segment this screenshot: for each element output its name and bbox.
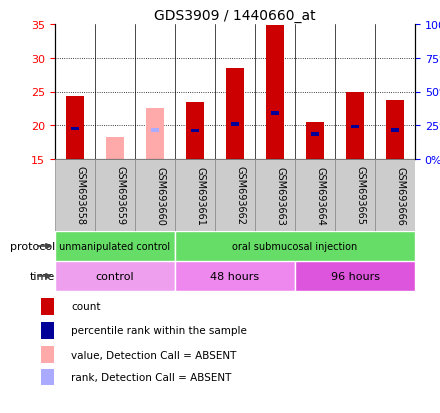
Bar — [175, 231, 415, 261]
Bar — [375, 159, 415, 231]
Bar — [295, 261, 415, 291]
Bar — [40, 298, 55, 315]
Bar — [346, 92, 364, 159]
Text: oral submucosal injection: oral submucosal injection — [232, 242, 358, 252]
Text: GSM693662: GSM693662 — [235, 166, 245, 225]
Bar — [306, 123, 324, 159]
Bar — [106, 138, 124, 159]
Text: GSM693665: GSM693665 — [355, 166, 365, 225]
Bar — [146, 109, 164, 159]
Text: GSM693659: GSM693659 — [115, 166, 125, 225]
Bar — [352, 126, 359, 129]
Text: percentile rank within the sample: percentile rank within the sample — [71, 325, 247, 336]
Bar — [266, 26, 284, 159]
Bar — [335, 159, 375, 231]
Bar — [186, 102, 204, 159]
Bar — [231, 123, 238, 126]
Text: GSM693661: GSM693661 — [195, 166, 205, 225]
Text: time: time — [30, 271, 55, 281]
Text: control: control — [95, 271, 134, 281]
Bar — [175, 261, 295, 291]
Text: GSM693663: GSM693663 — [275, 166, 285, 225]
Bar — [55, 261, 175, 291]
Bar — [55, 159, 95, 231]
Bar — [392, 129, 399, 132]
Text: rank, Detection Call = ABSENT: rank, Detection Call = ABSENT — [71, 372, 231, 382]
Bar — [40, 347, 55, 363]
Text: GSM693660: GSM693660 — [155, 166, 165, 225]
Bar — [312, 133, 319, 136]
Bar — [40, 322, 55, 339]
Bar — [71, 128, 79, 131]
Bar — [215, 159, 255, 231]
Bar — [55, 231, 175, 261]
Bar — [175, 159, 215, 231]
Text: GSM693666: GSM693666 — [395, 166, 405, 225]
Bar — [66, 97, 84, 159]
Bar — [255, 159, 295, 231]
Text: GSM693664: GSM693664 — [315, 166, 325, 225]
Bar — [151, 129, 158, 132]
Text: protocol: protocol — [10, 242, 55, 252]
Bar — [226, 69, 244, 159]
Text: 96 hours: 96 hours — [330, 271, 379, 281]
Title: GDS3909 / 1440660_at: GDS3909 / 1440660_at — [154, 9, 316, 23]
Bar — [191, 130, 198, 133]
Text: GSM693658: GSM693658 — [75, 166, 85, 225]
Bar — [386, 101, 404, 159]
Text: 48 hours: 48 hours — [210, 271, 260, 281]
Bar — [40, 369, 55, 385]
Bar — [135, 159, 175, 231]
Text: count: count — [71, 301, 101, 311]
Bar — [271, 112, 279, 116]
Bar — [295, 159, 335, 231]
Text: unmanipulated control: unmanipulated control — [59, 242, 171, 252]
Text: value, Detection Call = ABSENT: value, Detection Call = ABSENT — [71, 350, 237, 360]
Bar — [95, 159, 135, 231]
